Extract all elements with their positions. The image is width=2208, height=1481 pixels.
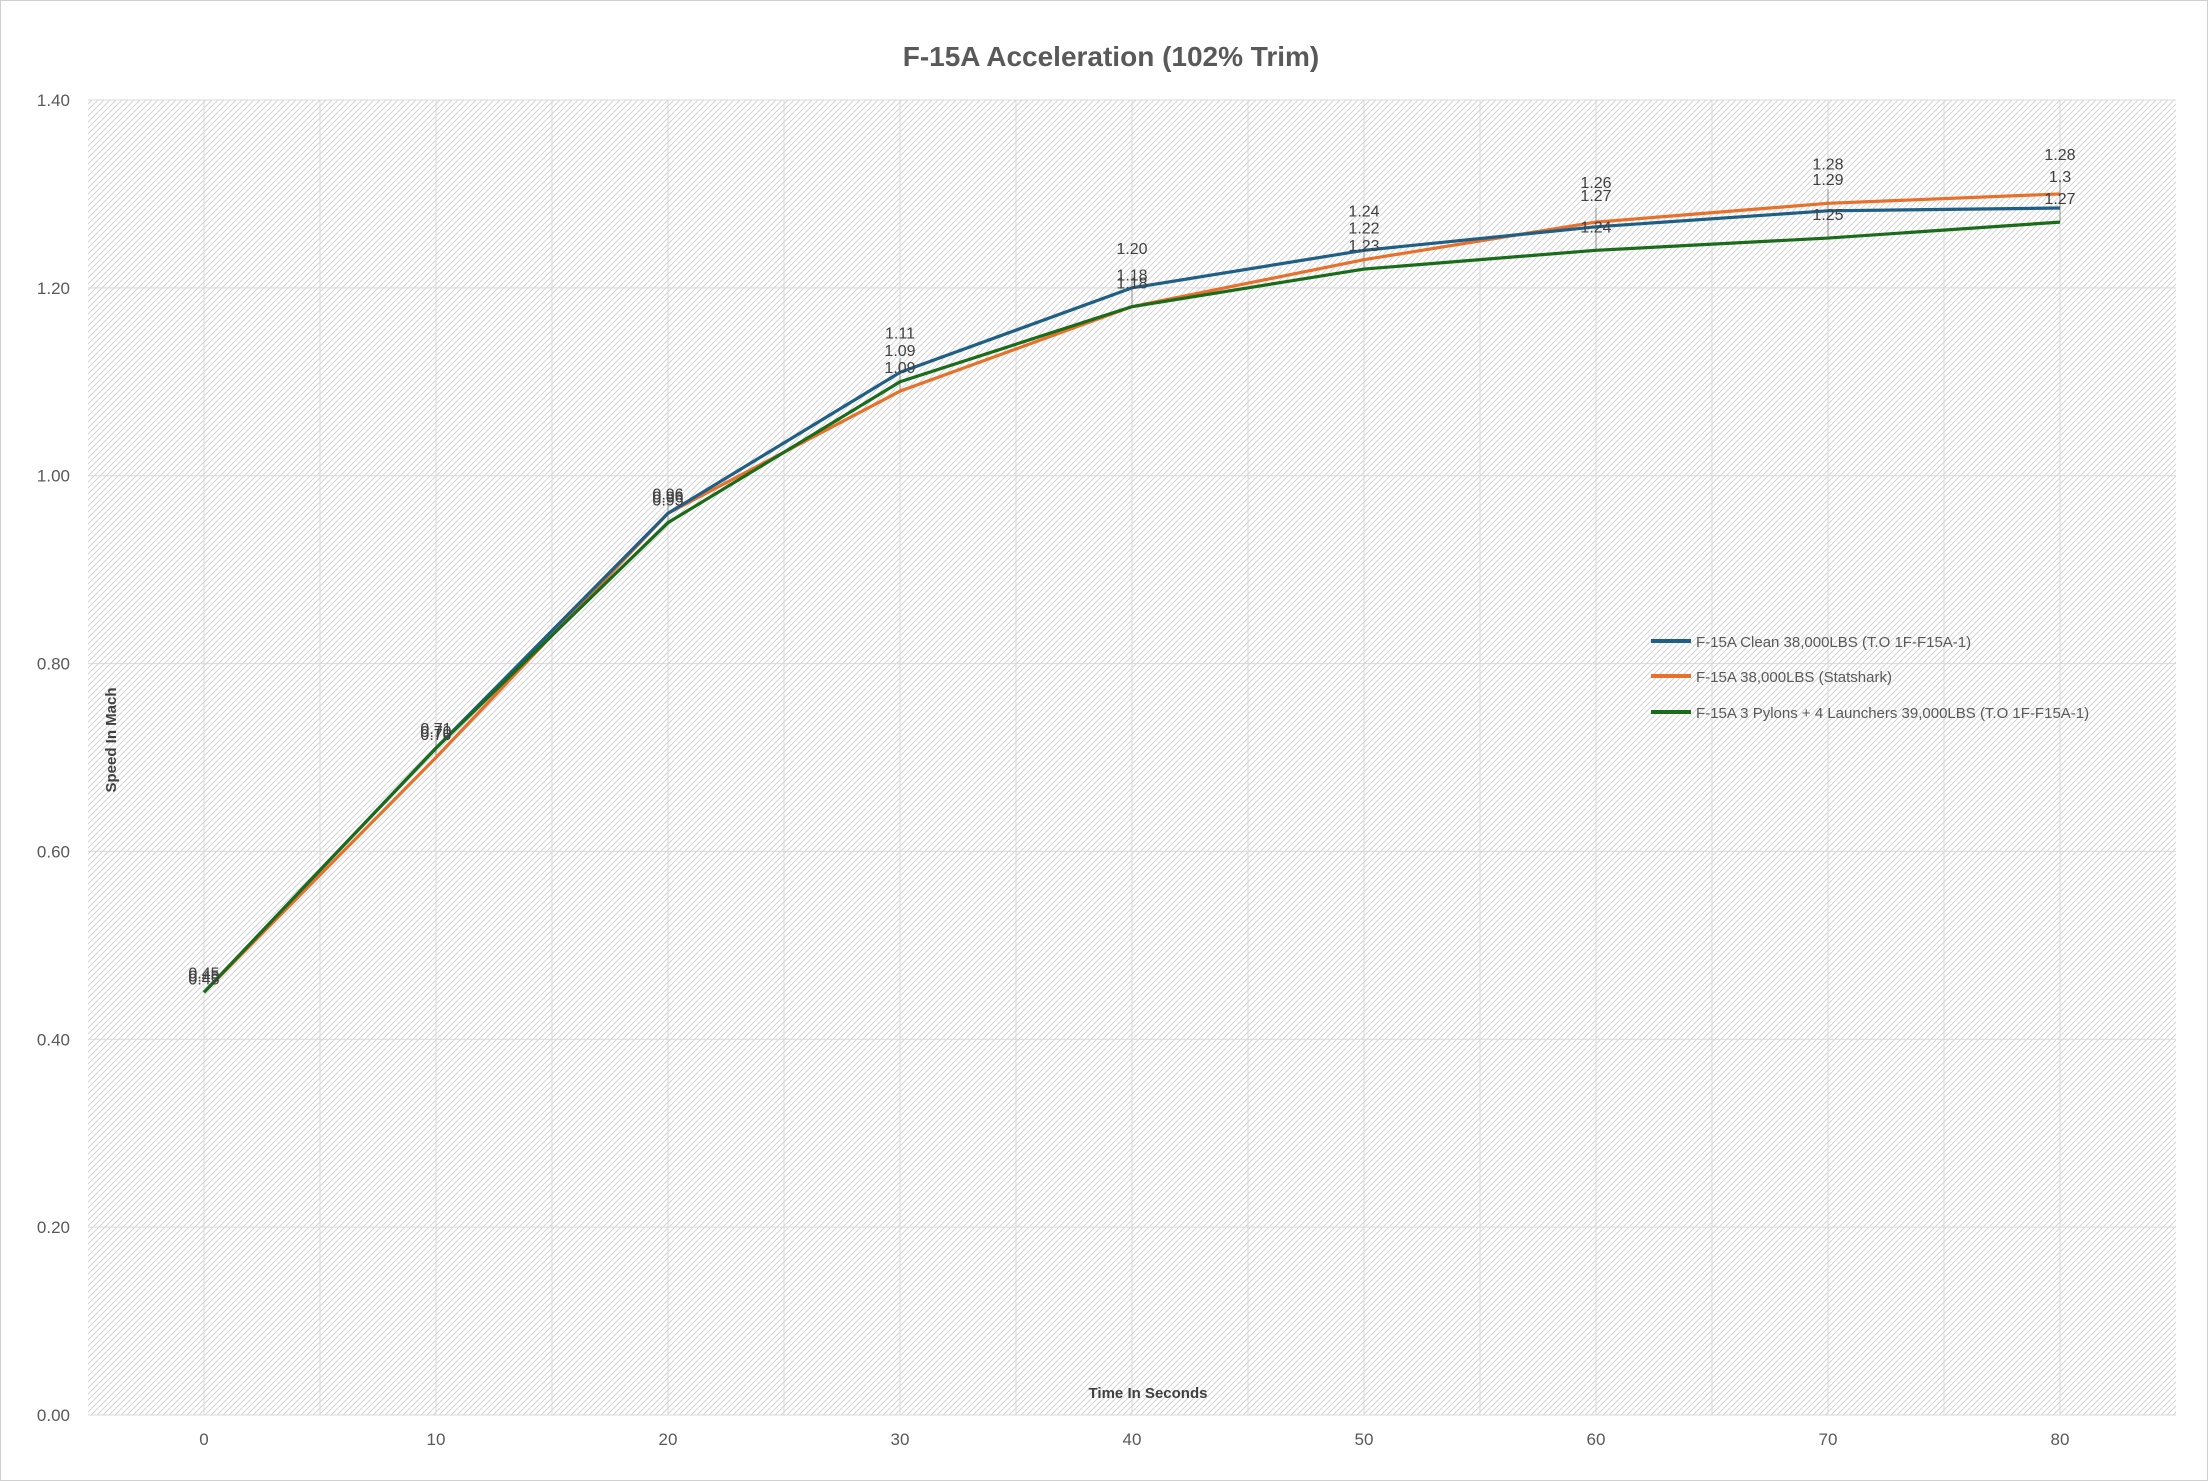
x-tick-label: 60 bbox=[1587, 1430, 1606, 1449]
legend-label-pylons: F-15A 3 Pylons + 4 Launchers 39,000LBS (… bbox=[1696, 705, 2089, 722]
data-label-statshark: 0.45 bbox=[188, 968, 219, 985]
y-axis-title: Speed In Mach bbox=[103, 687, 120, 792]
data-label-pylons: 1.24 bbox=[1580, 219, 1611, 236]
data-label-statshark: 1.28 bbox=[1812, 156, 1843, 173]
data-label-pylons: 1.23 bbox=[1348, 238, 1379, 255]
data-label-pylons: 1.27 bbox=[2044, 191, 2075, 208]
drop-lines bbox=[435, 179, 2061, 758]
data-label-statshark: 0.96 bbox=[652, 489, 683, 506]
data-label-statshark: 1.28 bbox=[2044, 147, 2075, 164]
series-lines bbox=[202, 192, 2061, 994]
data-label-clean: 1.20 bbox=[1116, 241, 1147, 258]
x-tick-label: 10 bbox=[427, 1430, 446, 1449]
legend-label-clean: F-15A Clean 38,000LBS (T.O 1F-F15A-1) bbox=[1696, 634, 1971, 651]
data-label-clean: 1.24 bbox=[1348, 203, 1379, 220]
data-label-pylons: 1.18 bbox=[1116, 276, 1147, 293]
data-label-pylons: 1.09 bbox=[884, 343, 915, 360]
data-label-statshark: 1.26 bbox=[1580, 175, 1611, 192]
x-tick-label: 0 bbox=[199, 1430, 208, 1449]
x-axis-title: Time In Seconds bbox=[1089, 1385, 1208, 1402]
data-label-statshark: 1.22 bbox=[1348, 221, 1379, 238]
data-label-clean: 0.45 bbox=[188, 965, 219, 982]
y-tick-label: 1.20 bbox=[37, 279, 70, 298]
data-label-clean: 0.71 bbox=[420, 721, 451, 738]
x-tick-label: 70 bbox=[1819, 1430, 1838, 1449]
data-label-pylons: 1.25 bbox=[1812, 207, 1843, 224]
data-label-statshark: 1.18 bbox=[1116, 268, 1147, 285]
data-label-statshark: 1.09 bbox=[884, 360, 915, 377]
y-tick-label: 1.00 bbox=[37, 467, 70, 486]
legend-label-statshark: F-15A 38,000LBS (Statshark) bbox=[1696, 669, 1892, 686]
data-label-pylons: 0.45 bbox=[188, 971, 219, 988]
data-label-pylons: 0.70 bbox=[420, 724, 451, 741]
chart-title: F-15A Acceleration (102% Trim) bbox=[903, 41, 1320, 72]
x-tick-label: 40 bbox=[1123, 1430, 1142, 1449]
y-tick-label: 0.40 bbox=[37, 1030, 70, 1049]
x-tick-label: 80 bbox=[2051, 1430, 2070, 1449]
axis-ticks: 0.00 0.20 0.40 0.60 0.80 1.00 1.20 1.40 0 10 20 30 4… bbox=[37, 91, 2070, 1449]
data-label-clean: 0.96 bbox=[652, 486, 683, 503]
legend: F-15A Clean 38,000LBS (T.O 1F-F15A-1) F-… bbox=[1651, 634, 2089, 722]
series-line-pylons bbox=[202, 220, 2061, 994]
y-tick-label: 0.60 bbox=[37, 842, 70, 861]
data-labels: 0.450.450.450.710.700.700.960.960.951.11… bbox=[188, 147, 2075, 988]
y-tick-label: 0.00 bbox=[37, 1406, 70, 1425]
x-tick-label: 20 bbox=[659, 1430, 678, 1449]
data-label-pylons: 0.95 bbox=[652, 492, 683, 509]
data-label-clean: 1.29 bbox=[1812, 172, 1843, 189]
x-tick-label: 30 bbox=[891, 1430, 910, 1449]
y-tick-label: 1.40 bbox=[37, 91, 70, 110]
data-label-clean: 1.3 bbox=[2049, 169, 2071, 186]
data-label-statshark: 0.70 bbox=[420, 727, 451, 744]
x-tick-label: 50 bbox=[1355, 1430, 1374, 1449]
data-label-clean: 1.11 bbox=[885, 325, 915, 342]
data-label-clean: 1.27 bbox=[1580, 188, 1611, 205]
y-tick-label: 0.80 bbox=[37, 655, 70, 674]
y-tick-label: 0.20 bbox=[37, 1218, 70, 1237]
series-line-clean bbox=[202, 206, 2061, 994]
